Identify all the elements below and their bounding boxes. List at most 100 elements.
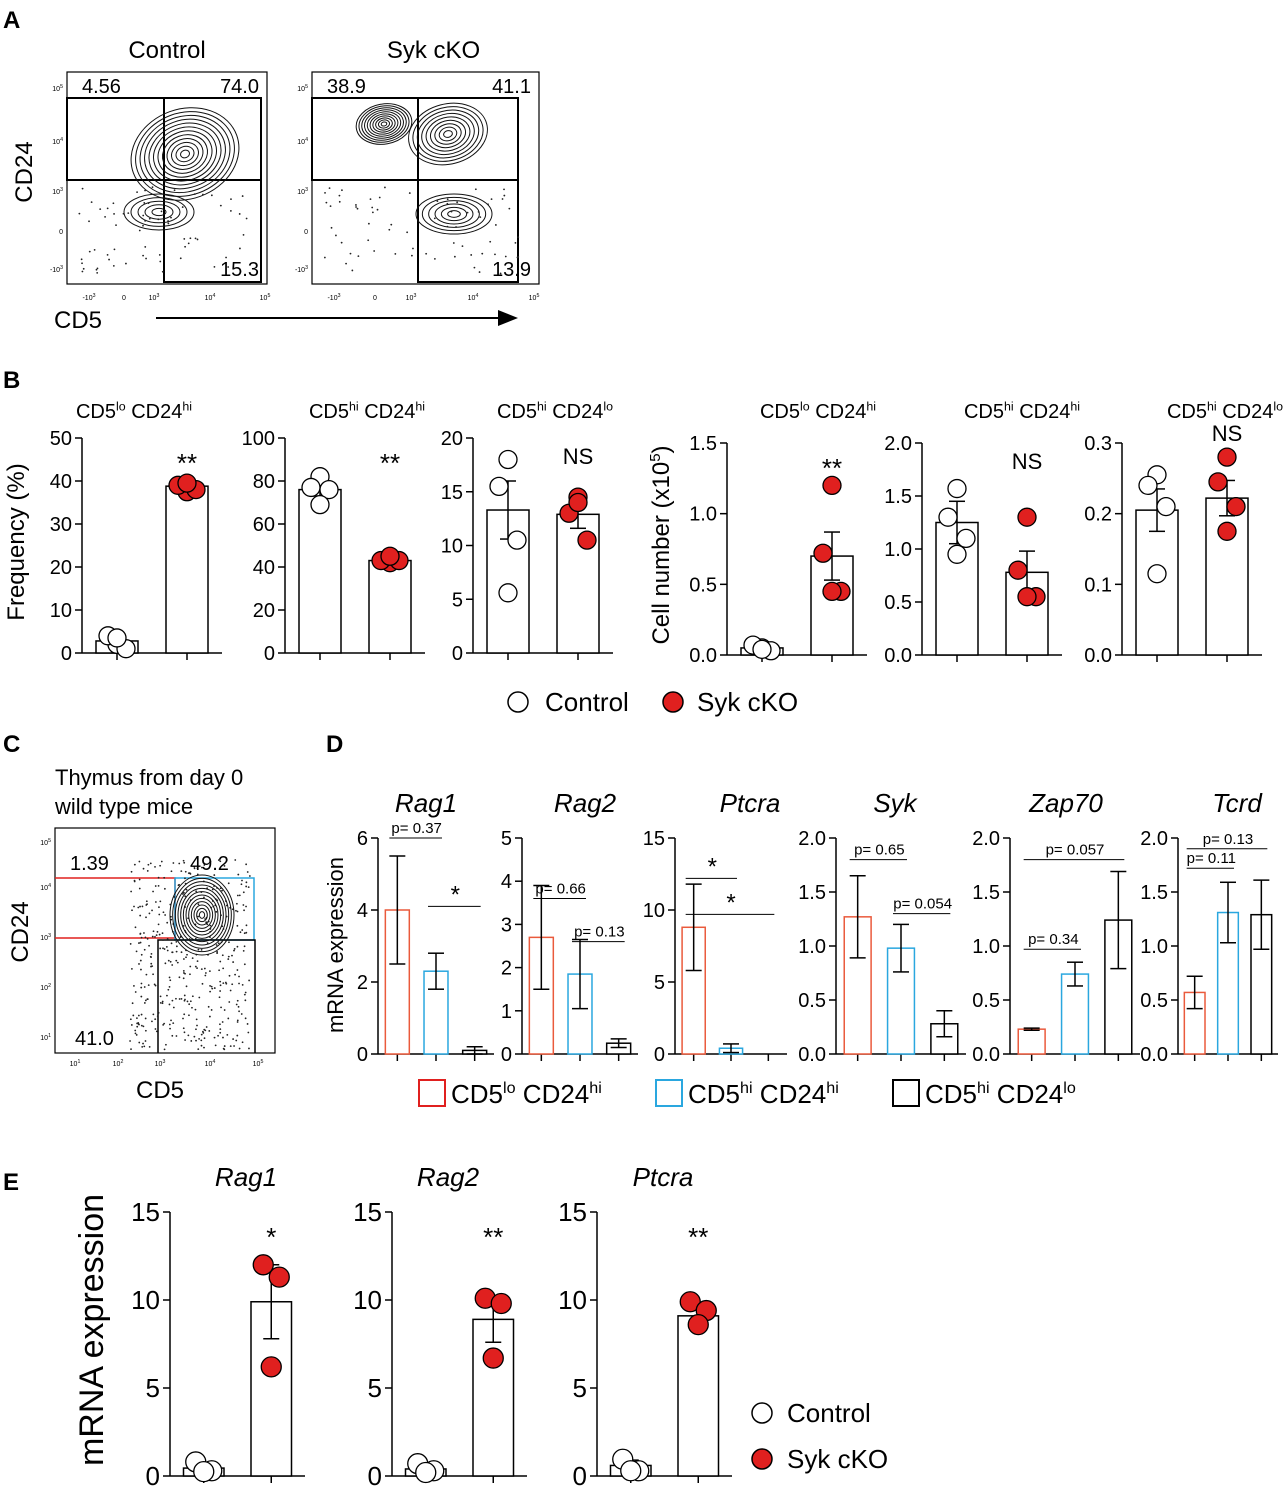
- y-axis-label: Cell number (x105): [647, 445, 675, 644]
- facs-dot: [225, 256, 227, 259]
- facs-dot: [236, 969, 239, 971]
- y-tick-label: 0: [654, 1044, 665, 1066]
- facs-dot: [200, 968, 203, 971]
- facs-dot: [411, 254, 413, 257]
- facs-dot: [151, 186, 154, 189]
- facs-dot: [349, 252, 352, 255]
- facs-dot: [384, 186, 386, 189]
- facs-dot: [236, 924, 239, 927]
- y-tick-label: 5: [368, 1373, 382, 1403]
- facs-dot: [145, 916, 147, 919]
- y-tick-label: 0.5: [884, 592, 912, 614]
- chart-title: CD5hi​ CD24hi​: [309, 399, 425, 423]
- facs-dot: [201, 982, 204, 985]
- chart-D1: Rag1 mRNA expression 0 2 4 6 p= 0.37 *: [323, 788, 494, 1066]
- facs-dot: [171, 951, 174, 954]
- facs-dot: [246, 1023, 249, 1025]
- facs-dot: [237, 1005, 240, 1008]
- contour-ring: [198, 911, 206, 919]
- facs-dot: [241, 195, 244, 197]
- facs-dot: [231, 983, 234, 986]
- legend-b-cko-marker: [662, 691, 684, 713]
- facs-dot: [503, 188, 505, 191]
- facs-dot: [235, 1003, 238, 1006]
- data-point: [1017, 507, 1037, 527]
- data-point: [813, 543, 833, 563]
- y-tick-label: 6: [357, 828, 368, 850]
- facs-dot: [157, 923, 160, 926]
- facs-dot: [198, 996, 201, 999]
- facs-dot: [131, 909, 133, 912]
- facs-dot: [245, 863, 248, 866]
- facs-dot: [214, 1044, 217, 1047]
- y-tick-label: 0.5: [689, 574, 717, 596]
- facs-dot: [183, 958, 185, 960]
- facs-dot: [165, 945, 168, 948]
- facs-dot: [140, 936, 143, 939]
- facs-dot: [162, 947, 164, 950]
- facs-dot: [210, 1009, 213, 1011]
- contour-ring: [180, 887, 224, 943]
- facs-dot: [200, 1044, 203, 1047]
- facs-dot: [501, 198, 504, 200]
- facs-dot: [235, 909, 237, 912]
- facs-dot: [338, 194, 341, 197]
- facs-dot: [142, 254, 145, 257]
- facs-dot: [244, 991, 247, 994]
- chart-D4: Syk 0.0 0.5 1.0 1.5 2.0 p= 0.65 p= 0.054: [798, 788, 966, 1066]
- y-tick-label: 0: [452, 643, 463, 665]
- contour-ring: [372, 115, 396, 133]
- contour-ring: [434, 203, 474, 225]
- facs-dot: [474, 188, 477, 191]
- facs-dot: [394, 252, 397, 255]
- facs-dot: [369, 198, 372, 201]
- y-tick-label: 0.5: [1140, 990, 1168, 1012]
- facs-dot: [219, 1031, 222, 1034]
- chart-E1: Rag1 mRNA expression 0 5 10 15 *: [73, 1162, 305, 1489]
- x-tick-label: 103: [406, 293, 417, 302]
- chart-B2: CD5hi​ CD24hi​ 0 20 40 60 80 100 **: [242, 399, 425, 665]
- quad-ul-value: 4.56: [82, 76, 121, 98]
- y-tick-label: -103: [295, 265, 308, 274]
- facs-dot: [508, 207, 511, 210]
- facs-dot: [245, 931, 248, 934]
- facs-dot: [130, 1048, 132, 1051]
- y-tick-label: 5: [573, 1373, 587, 1403]
- facs-dot: [143, 986, 146, 988]
- panel-c-xlabel: CD5: [136, 1077, 184, 1104]
- facs-dot: [151, 965, 154, 967]
- chart-title: Ptcra: [633, 1162, 694, 1192]
- facs-dot: [203, 1046, 205, 1049]
- annotation-text: p= 0.13: [1203, 831, 1253, 848]
- legend-e-control-label: Control: [787, 1398, 871, 1428]
- facs-dot: [412, 247, 414, 250]
- facs-dot: [159, 260, 162, 263]
- facs-dot: [172, 1006, 175, 1009]
- facs-dot: [219, 204, 222, 207]
- facs-dot: [238, 894, 241, 897]
- facs-dot: [81, 262, 83, 265]
- y-axis-label: mRNA expression: [323, 857, 348, 1033]
- facs-dot: [229, 210, 232, 212]
- y-tick-label: 1.5: [798, 882, 826, 904]
- bar-1: [1135, 509, 1179, 656]
- facs-dot: [197, 948, 200, 951]
- facs-dot: [165, 1043, 167, 1046]
- contour-ring: [185, 894, 219, 936]
- y-tick-label: 80: [253, 471, 275, 493]
- facs-dot: [147, 202, 150, 205]
- chart-title: Rag2: [417, 1162, 480, 1192]
- facs-dot: [160, 860, 163, 863]
- contour-ring: [364, 109, 404, 139]
- facs-dot: [171, 964, 174, 966]
- facs-dot: [158, 906, 160, 909]
- facs-dot: [155, 1030, 158, 1033]
- facs-dot: [230, 198, 232, 201]
- facs-dot: [146, 998, 149, 1001]
- chart-B1: CD5lo​ CD24hi​ Frequency (%) 0 10 20 30 40 50 **: [3, 399, 222, 665]
- facs-dot: [144, 1017, 147, 1020]
- facs-dot: [188, 1014, 190, 1017]
- facs-dot: [133, 879, 136, 882]
- facs-dot: [159, 1001, 162, 1004]
- facs-dot: [169, 979, 172, 982]
